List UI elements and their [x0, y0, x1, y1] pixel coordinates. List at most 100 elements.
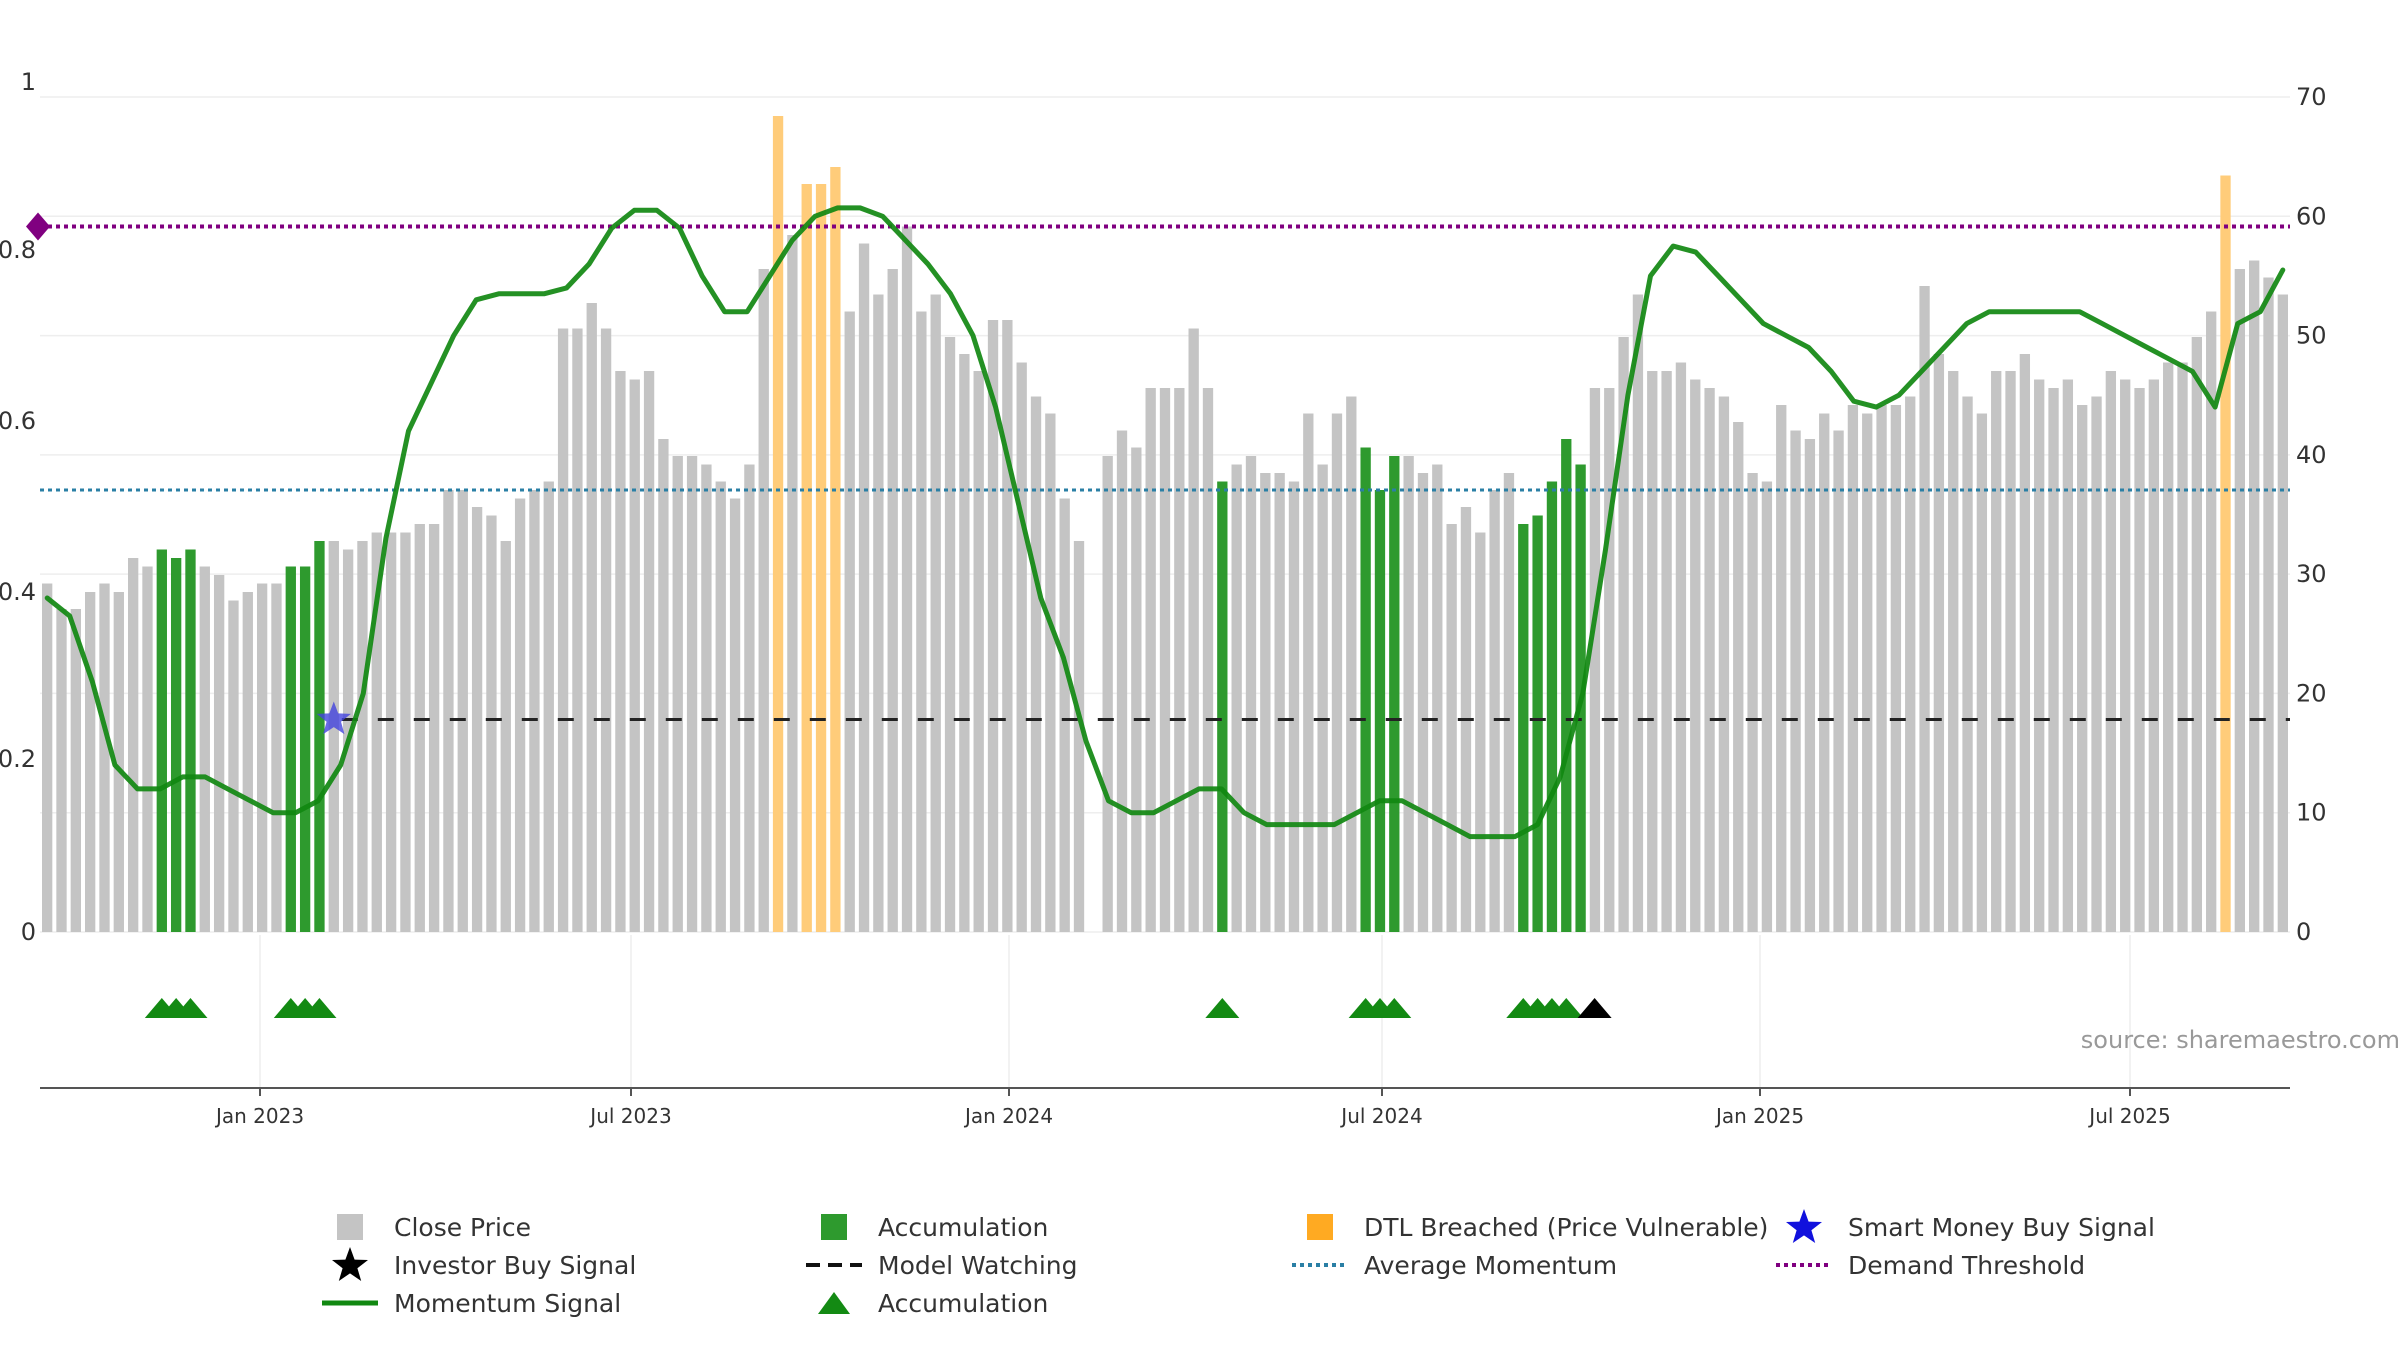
right-axis-tick-label: 70	[2296, 83, 2327, 111]
close-price-bar	[1733, 422, 1744, 932]
close-price-bar	[500, 541, 511, 932]
close-price-bar	[1618, 337, 1629, 932]
left-axis-tick-label: 0.4	[0, 578, 36, 606]
close-price-bar	[1976, 413, 1988, 932]
close-price-bar	[1131, 447, 1142, 932]
close-price-bar	[2191, 337, 2203, 932]
close-price-bar	[1002, 320, 1013, 932]
accumulation-bar	[1532, 515, 1543, 932]
close-price-bar	[973, 371, 984, 932]
close-price-bar	[672, 456, 683, 932]
close-price-bar	[916, 311, 927, 932]
dashed-line-icon	[804, 1246, 864, 1284]
investor-buy-triangle	[1577, 998, 1612, 1018]
close-price-bar	[1288, 481, 1300, 932]
close-price-bar	[787, 235, 798, 932]
close-price-bar	[357, 541, 368, 932]
close-price-bar	[1016, 362, 1027, 932]
close-price-bar	[2062, 379, 2074, 932]
accumulation-triangle	[173, 998, 208, 1018]
close-price-bar	[271, 583, 282, 932]
close-price-bar	[1819, 413, 1830, 932]
close-price-bar	[873, 294, 884, 932]
close-price-bar	[557, 328, 569, 932]
close-price-bar	[901, 226, 913, 932]
close-price-bar	[2234, 269, 2245, 932]
close-price-bar	[113, 592, 124, 932]
left-axis-tick-label: 0.2	[0, 745, 36, 773]
close-price-bar	[2048, 388, 2059, 932]
green-line-icon	[320, 1284, 380, 1322]
close-price-bar	[99, 583, 110, 932]
close-price-bar	[1102, 456, 1113, 932]
close-price-bar	[1231, 464, 1242, 932]
close-price-bar	[1747, 473, 1758, 932]
purple-dotted-line-icon	[1774, 1246, 1834, 1284]
close-price-bar	[1933, 354, 1945, 932]
blue-star-icon	[1774, 1208, 1834, 1246]
close-price-bar	[2134, 388, 2145, 932]
close-price-bar	[1589, 388, 1601, 932]
close-price-bar	[572, 328, 583, 932]
legend-item: Accumulation	[804, 1208, 1048, 1246]
close-price-bar	[1045, 413, 1056, 932]
close-price-bar	[1919, 286, 1930, 932]
close-price-bar	[1059, 498, 1070, 932]
accumulation-bar	[1561, 439, 1572, 932]
close-price-bar	[887, 269, 898, 932]
close-price-bar	[1632, 294, 1644, 932]
legend-label: Accumulation	[878, 1288, 1049, 1318]
close-price-bar	[686, 456, 698, 932]
green-triangle-icon	[804, 1284, 864, 1322]
x-axis-tick-label: Jan 2023	[214, 1104, 304, 1128]
dtl-bar	[830, 167, 841, 932]
close-price-bar	[2177, 362, 2188, 932]
close-price-bar	[658, 439, 669, 932]
legend-label: Model Watching	[878, 1250, 1078, 1280]
accumulation-bar	[314, 541, 325, 932]
close-price-bar	[2105, 371, 2117, 932]
close-price-bar	[1073, 541, 1085, 932]
legend-label: Investor Buy Signal	[394, 1250, 637, 1280]
close-price-bar	[256, 583, 268, 932]
right-axis-tick-label: 50	[2296, 322, 2327, 350]
x-axis-tick-label: Jul 2024	[1339, 1104, 1422, 1128]
legend-label: Demand Threshold	[1848, 1250, 2086, 1280]
close-price-bar	[1159, 388, 1171, 932]
close-price-bar	[1804, 439, 1816, 932]
x-axis-tick-label: Jul 2023	[588, 1104, 671, 1128]
legend-item: Average Momentum	[1290, 1246, 1617, 1284]
close-price-bar	[1905, 396, 1916, 932]
close-price-bar	[1876, 405, 1887, 932]
legend-label: Close Price	[394, 1212, 532, 1242]
close-price-bar	[457, 490, 468, 932]
close-price-bar	[1503, 473, 1515, 932]
close-price-bar	[1489, 490, 1500, 932]
close-price-bar	[729, 498, 741, 932]
left-axis-tick-label: 0	[21, 918, 36, 946]
close-price-bar	[543, 481, 554, 932]
left-axis-tick-label: 0.6	[0, 407, 36, 435]
left-axis-tick-label: 0.8	[0, 236, 36, 264]
dtl-bar	[2220, 175, 2231, 932]
dtl-bar	[772, 116, 784, 932]
close-price-bar	[199, 566, 210, 932]
close-price-bar	[414, 524, 425, 932]
accumulation-bar	[285, 566, 296, 932]
green-square-icon	[804, 1208, 864, 1246]
black-star-icon	[320, 1246, 380, 1284]
close-price-bar	[1274, 473, 1285, 932]
close-price-bar	[1761, 481, 1773, 932]
close-price-bar	[1403, 456, 1414, 932]
close-price-bar	[1690, 379, 1701, 932]
close-price-bar	[1847, 405, 1859, 932]
smart-money-star	[316, 701, 351, 735]
accumulation-triangle	[302, 998, 337, 1018]
gray-square-icon	[320, 1208, 380, 1246]
dtl-bar	[801, 184, 812, 932]
close-price-bar	[2263, 277, 2274, 932]
close-price-bar	[2019, 354, 2031, 932]
close-price-bar	[744, 464, 755, 932]
close-price-bar	[2163, 362, 2174, 932]
